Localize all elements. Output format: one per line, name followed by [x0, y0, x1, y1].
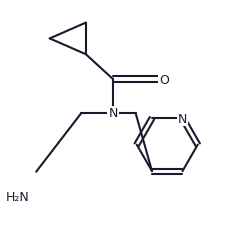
Text: N: N — [177, 112, 186, 125]
Text: H₂N: H₂N — [6, 190, 30, 203]
Text: O: O — [158, 73, 168, 86]
Text: N: N — [108, 107, 117, 120]
